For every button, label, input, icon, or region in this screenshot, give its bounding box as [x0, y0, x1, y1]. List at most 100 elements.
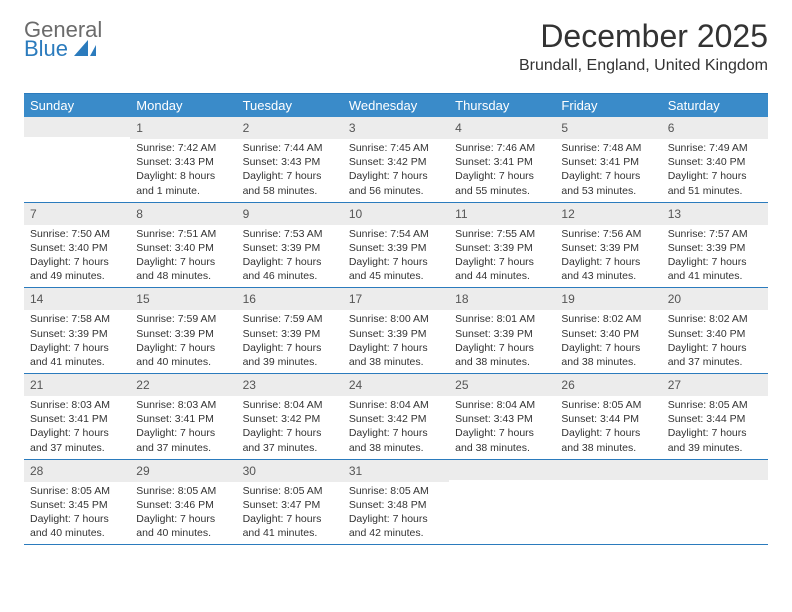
day-body: Sunrise: 8:05 AMSunset: 3:48 PMDaylight:… — [343, 482, 449, 545]
sunset-line: Sunset: 3:39 PM — [30, 327, 124, 341]
day-number-row: 15 — [130, 288, 236, 310]
day-number: 6 — [668, 121, 675, 135]
sunrise-line: Sunrise: 7:53 AM — [243, 227, 337, 241]
sunrise-line: Sunrise: 8:05 AM — [349, 484, 443, 498]
day-body: Sunrise: 8:05 AMSunset: 3:44 PMDaylight:… — [662, 396, 768, 459]
day-number: 20 — [668, 292, 681, 306]
location: Brundall, England, United Kingdom — [519, 57, 768, 75]
day-number-row: 27 — [662, 374, 768, 396]
day-cell: 18Sunrise: 8:01 AMSunset: 3:39 PMDayligh… — [449, 288, 555, 373]
day-header-cell: Tuesday — [237, 94, 343, 117]
logo-word2: Blue — [24, 36, 68, 61]
day-cell: 28Sunrise: 8:05 AMSunset: 3:45 PMDayligh… — [24, 460, 130, 545]
day-header-cell: Monday — [130, 94, 236, 117]
day-body: Sunrise: 8:01 AMSunset: 3:39 PMDaylight:… — [449, 310, 555, 373]
daylight-line: Daylight: 7 hours and 49 minutes. — [30, 255, 124, 283]
day-number-row: 8 — [130, 203, 236, 225]
day-number-row — [662, 460, 768, 480]
day-number-row: 4 — [449, 117, 555, 139]
sunset-line: Sunset: 3:43 PM — [136, 155, 230, 169]
daylight-line: Daylight: 7 hours and 37 minutes. — [30, 426, 124, 454]
sunset-line: Sunset: 3:48 PM — [349, 498, 443, 512]
daylight-line: Daylight: 7 hours and 43 minutes. — [561, 255, 655, 283]
sunset-line: Sunset: 3:40 PM — [561, 327, 655, 341]
sunset-line: Sunset: 3:40 PM — [136, 241, 230, 255]
day-body: Sunrise: 7:48 AMSunset: 3:41 PMDaylight:… — [555, 139, 661, 202]
day-body: Sunrise: 7:56 AMSunset: 3:39 PMDaylight:… — [555, 225, 661, 288]
daylight-line: Daylight: 7 hours and 38 minutes. — [455, 426, 549, 454]
sunset-line: Sunset: 3:42 PM — [349, 155, 443, 169]
day-cell: 3Sunrise: 7:45 AMSunset: 3:42 PMDaylight… — [343, 117, 449, 202]
daylight-line: Daylight: 7 hours and 45 minutes. — [349, 255, 443, 283]
sunset-line: Sunset: 3:40 PM — [668, 327, 762, 341]
day-number: 22 — [136, 378, 149, 392]
sunrise-line: Sunrise: 7:54 AM — [349, 227, 443, 241]
daylight-line: Daylight: 7 hours and 38 minutes. — [561, 426, 655, 454]
day-body: Sunrise: 8:05 AMSunset: 3:47 PMDaylight:… — [237, 482, 343, 545]
day-body: Sunrise: 8:02 AMSunset: 3:40 PMDaylight:… — [662, 310, 768, 373]
day-cell — [555, 460, 661, 545]
sunset-line: Sunset: 3:41 PM — [30, 412, 124, 426]
sunrise-line: Sunrise: 7:57 AM — [668, 227, 762, 241]
day-cell: 6Sunrise: 7:49 AMSunset: 3:40 PMDaylight… — [662, 117, 768, 202]
daylight-line: Daylight: 7 hours and 56 minutes. — [349, 169, 443, 197]
day-cell: 29Sunrise: 8:05 AMSunset: 3:46 PMDayligh… — [130, 460, 236, 545]
day-number-row: 20 — [662, 288, 768, 310]
day-cell: 20 Sunrise: 8:02 AMSunset: 3:40 PMDayligh… — [662, 288, 768, 373]
day-number-row: 24 — [343, 374, 449, 396]
day-number: 26 — [561, 378, 574, 392]
day-body: Sunrise: 8:05 AMSunset: 3:44 PMDaylight:… — [555, 396, 661, 459]
day-cell: 19Sunrise: 8:02 AMSunset: 3:40 PMDayligh… — [555, 288, 661, 373]
day-cell: 5Sunrise: 7:48 AMSunset: 3:41 PMDaylight… — [555, 117, 661, 202]
sunrise-line: Sunrise: 8:02 AM — [668, 312, 762, 326]
sunset-line: Sunset: 3:41 PM — [455, 155, 549, 169]
day-cell: 17Sunrise: 8:00 AMSunset: 3:39 PMDayligh… — [343, 288, 449, 373]
sunrise-line: Sunrise: 7:58 AM — [30, 312, 124, 326]
day-number: 30 — [243, 464, 256, 478]
day-number: 13 — [668, 207, 681, 221]
day-number-row: 16 — [237, 288, 343, 310]
day-body: Sunrise: 7:53 AMSunset: 3:39 PMDaylight:… — [237, 225, 343, 288]
day-number: 25 — [455, 378, 468, 392]
day-body: Sunrise: 8:00 AMSunset: 3:39 PMDaylight:… — [343, 310, 449, 373]
day-number-row: 13 — [662, 203, 768, 225]
daylight-line: Daylight: 7 hours and 41 minutes. — [668, 255, 762, 283]
day-number: 21 — [30, 378, 43, 392]
day-cell: 2Sunrise: 7:44 AMSunset: 3:43 PMDaylight… — [237, 117, 343, 202]
day-cell: 12 Sunrise: 7:56 AMSunset: 3:39 PMDayligh… — [555, 203, 661, 288]
day-cell: 21 Sunrise: 8:03 AMSunset: 3:41 PMDayligh… — [24, 374, 130, 459]
day-body — [24, 137, 130, 143]
day-number: 28 — [30, 464, 43, 478]
day-cell: 15Sunrise: 7:59 AMSunset: 3:39 PMDayligh… — [130, 288, 236, 373]
day-body: Sunrise: 7:45 AMSunset: 3:42 PMDaylight:… — [343, 139, 449, 202]
sunrise-line: Sunrise: 8:02 AM — [561, 312, 655, 326]
day-cell — [449, 460, 555, 545]
day-number-row: 3 — [343, 117, 449, 139]
day-header-cell: Thursday — [449, 94, 555, 117]
daylight-line: Daylight: 7 hours and 53 minutes. — [561, 169, 655, 197]
day-body: Sunrise: 8:04 AMSunset: 3:42 PMDaylight:… — [237, 396, 343, 459]
day-number: 12 — [561, 207, 574, 221]
sunrise-line: Sunrise: 8:04 AM — [349, 398, 443, 412]
sunrise-line: Sunrise: 7:46 AM — [455, 141, 549, 155]
daylight-line: Daylight: 7 hours and 44 minutes. — [455, 255, 549, 283]
day-number-row — [555, 460, 661, 480]
daylight-line: Daylight: 7 hours and 58 minutes. — [243, 169, 337, 197]
day-cell: 24Sunrise: 8:04 AMSunset: 3:42 PMDayligh… — [343, 374, 449, 459]
sunset-line: Sunset: 3:39 PM — [455, 327, 549, 341]
sunset-line: Sunset: 3:44 PM — [561, 412, 655, 426]
sunrise-line: Sunrise: 7:49 AM — [668, 141, 762, 155]
sunset-line: Sunset: 3:39 PM — [136, 327, 230, 341]
day-number-row: 17 — [343, 288, 449, 310]
sunrise-line: Sunrise: 8:04 AM — [243, 398, 337, 412]
sunrise-line: Sunrise: 8:05 AM — [668, 398, 762, 412]
daylight-line: Daylight: 7 hours and 41 minutes. — [243, 512, 337, 540]
day-number: 8 — [136, 207, 143, 221]
day-number: 19 — [561, 292, 574, 306]
day-cell: 23Sunrise: 8:04 AMSunset: 3:42 PMDayligh… — [237, 374, 343, 459]
sunrise-line: Sunrise: 8:04 AM — [455, 398, 549, 412]
sunrise-line: Sunrise: 8:03 AM — [30, 398, 124, 412]
sunrise-line: Sunrise: 7:45 AM — [349, 141, 443, 155]
day-number: 29 — [136, 464, 149, 478]
day-number-row: 14 — [24, 288, 130, 310]
